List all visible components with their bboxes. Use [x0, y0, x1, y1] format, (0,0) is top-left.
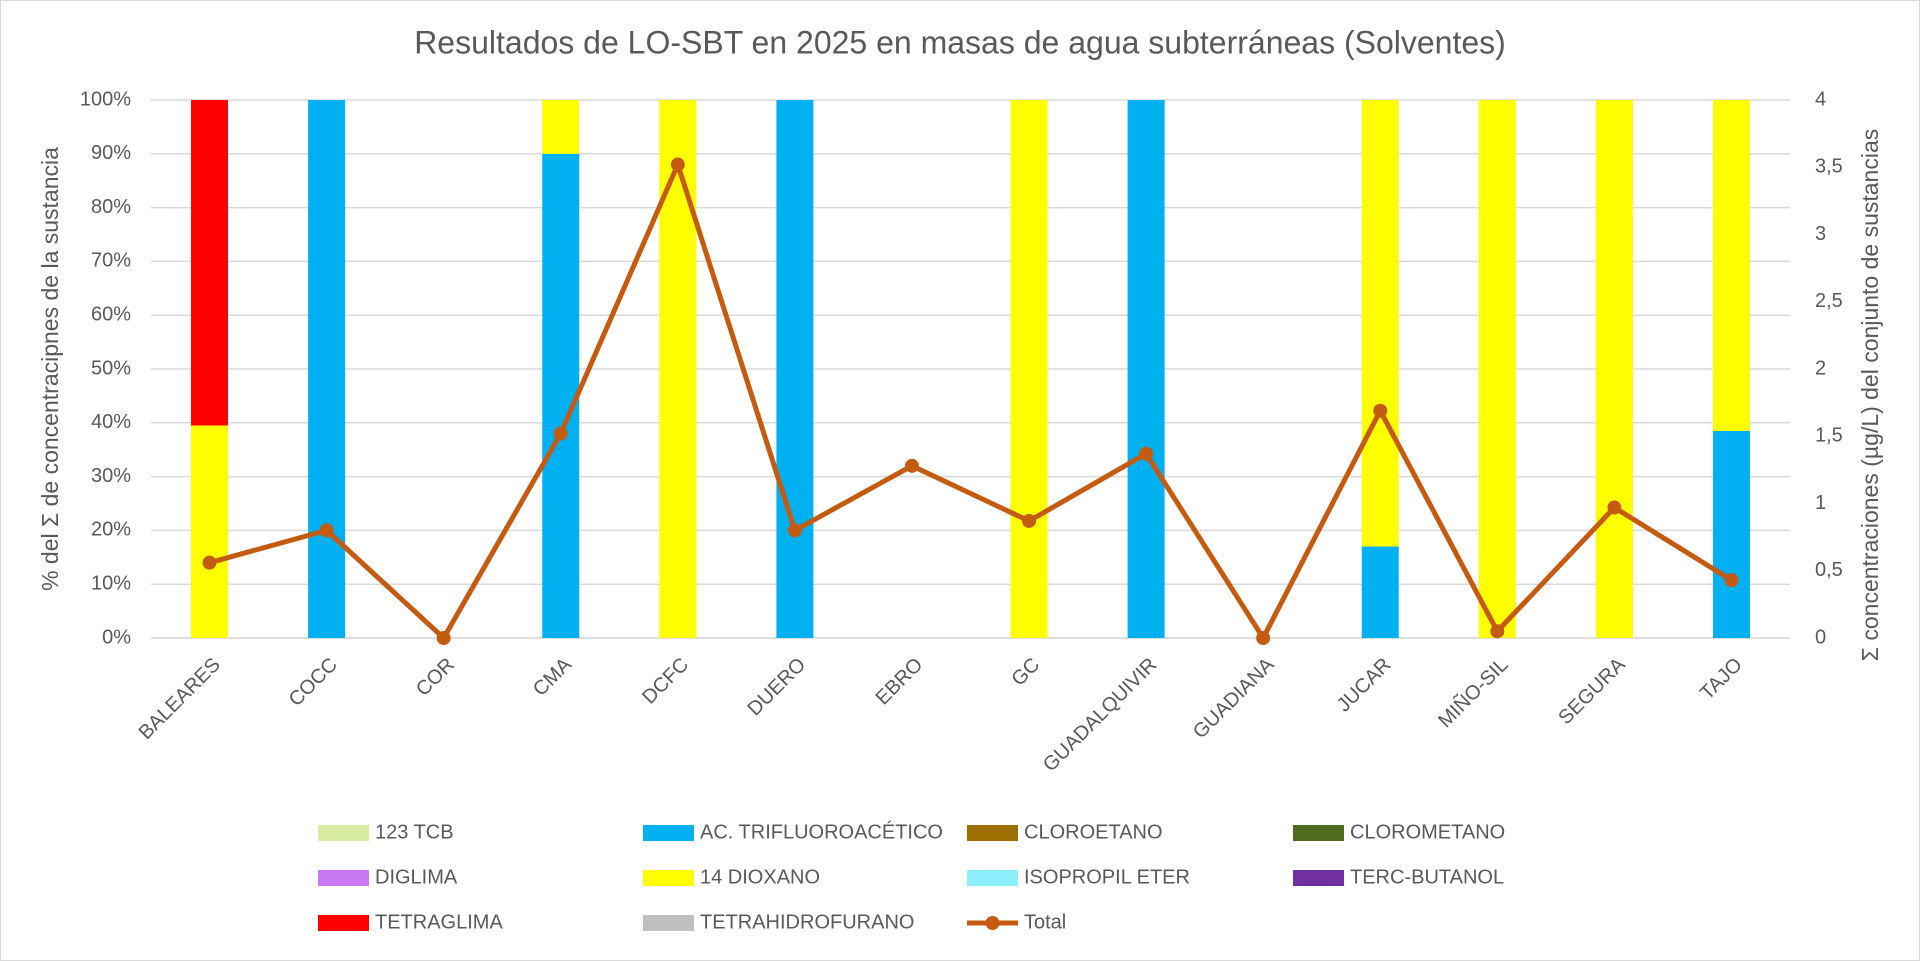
chart-title: Resultados de LO-SBT en 2025 en masas de… — [414, 24, 1506, 60]
bar-segment — [659, 100, 697, 638]
line-marker — [436, 631, 451, 645]
bar-segment — [1712, 100, 1750, 431]
y2-tick-label: 2,5 — [1815, 290, 1843, 312]
legend-label: AC. TRIFLUOROACÉTICO — [700, 820, 943, 843]
bar-segment — [1127, 100, 1165, 638]
bar-segment — [1595, 100, 1633, 638]
y-tick-label: 10% — [91, 572, 131, 594]
legend-label: CLOROMETANO — [1350, 821, 1505, 843]
y2-tick-label: 1 — [1815, 492, 1826, 514]
legend-swatch — [967, 825, 1018, 841]
bar-segment — [1010, 100, 1048, 638]
y-tick-label: 50% — [91, 357, 131, 379]
legend-label: ISOPROPIL ETER — [1024, 866, 1190, 888]
y2-tick-label: 0 — [1815, 626, 1826, 648]
bar-segment — [542, 100, 580, 154]
legend-label: TETRAHIDROFURANO — [700, 911, 914, 933]
legend-swatch — [985, 916, 1000, 930]
bar-segment — [542, 153, 580, 639]
legend-label: 14 DIOXANO — [700, 866, 820, 888]
bar-segment — [1712, 430, 1750, 638]
y-tick-label: 90% — [91, 142, 131, 164]
y-tick-label: 30% — [91, 465, 131, 487]
y2-tick-label: 3,5 — [1815, 156, 1843, 178]
y2-tick-label: 3 — [1815, 223, 1826, 245]
y2-tick-label: 4 — [1815, 88, 1826, 110]
legend-swatch — [643, 915, 694, 931]
line-marker — [1022, 513, 1037, 528]
line-marker — [1607, 500, 1622, 515]
bar-segment — [191, 425, 229, 638]
line-series — [208, 162, 1733, 641]
bar-segment — [191, 100, 229, 426]
y-tick-label: 0% — [102, 626, 131, 648]
legend-swatch — [1293, 870, 1344, 886]
line-marker — [1490, 624, 1505, 639]
line-marker — [1373, 403, 1388, 418]
line-marker — [670, 157, 685, 172]
y2-tick-label: 0,5 — [1815, 559, 1843, 581]
legend-label: 123 TCB — [375, 821, 454, 843]
line-marker — [1256, 631, 1271, 645]
y-tick-label: 80% — [91, 196, 131, 218]
line-marker — [319, 523, 334, 538]
legend-swatch — [967, 870, 1018, 886]
legend-label: Total — [1024, 911, 1066, 933]
line-marker — [1139, 446, 1154, 461]
legend-swatch — [318, 915, 369, 931]
legend-swatch — [318, 870, 369, 886]
bar-segment — [1361, 100, 1399, 547]
y2-axis-title: Σ concentraciones (µg/L) del conjunto de… — [1857, 129, 1883, 662]
legend-swatch — [643, 870, 694, 886]
y-tick-label: 60% — [91, 303, 131, 325]
line-marker — [553, 426, 568, 441]
line-marker — [787, 523, 802, 538]
y2-tick-label: 1,5 — [1815, 425, 1843, 447]
legend-label: CLOROETANO — [1024, 821, 1163, 843]
bar-segment — [1361, 546, 1399, 638]
legend-label: TETRAGLIMA — [375, 911, 503, 933]
bar-segment — [1478, 100, 1516, 638]
legend-swatch — [1293, 825, 1344, 841]
y-tick-label: 70% — [91, 250, 131, 272]
bar-segment — [776, 100, 814, 638]
legend-swatch — [643, 825, 694, 841]
legend-label: TERC-BUTANOL — [1350, 866, 1504, 888]
line-marker — [904, 458, 919, 473]
line-marker — [202, 555, 217, 570]
y-tick-label: 20% — [91, 519, 131, 541]
y-tick-label: 40% — [91, 411, 131, 433]
bar-segment — [308, 100, 346, 638]
legend-label: DIGLIMA — [375, 866, 458, 888]
y2-tick-label: 2 — [1815, 357, 1826, 379]
line-marker — [1724, 573, 1739, 588]
legend-swatch — [318, 825, 369, 841]
y-axis-title: % del Σ de concentracipnes de la sustanc… — [37, 147, 63, 591]
y-tick-label: 100% — [80, 88, 131, 110]
